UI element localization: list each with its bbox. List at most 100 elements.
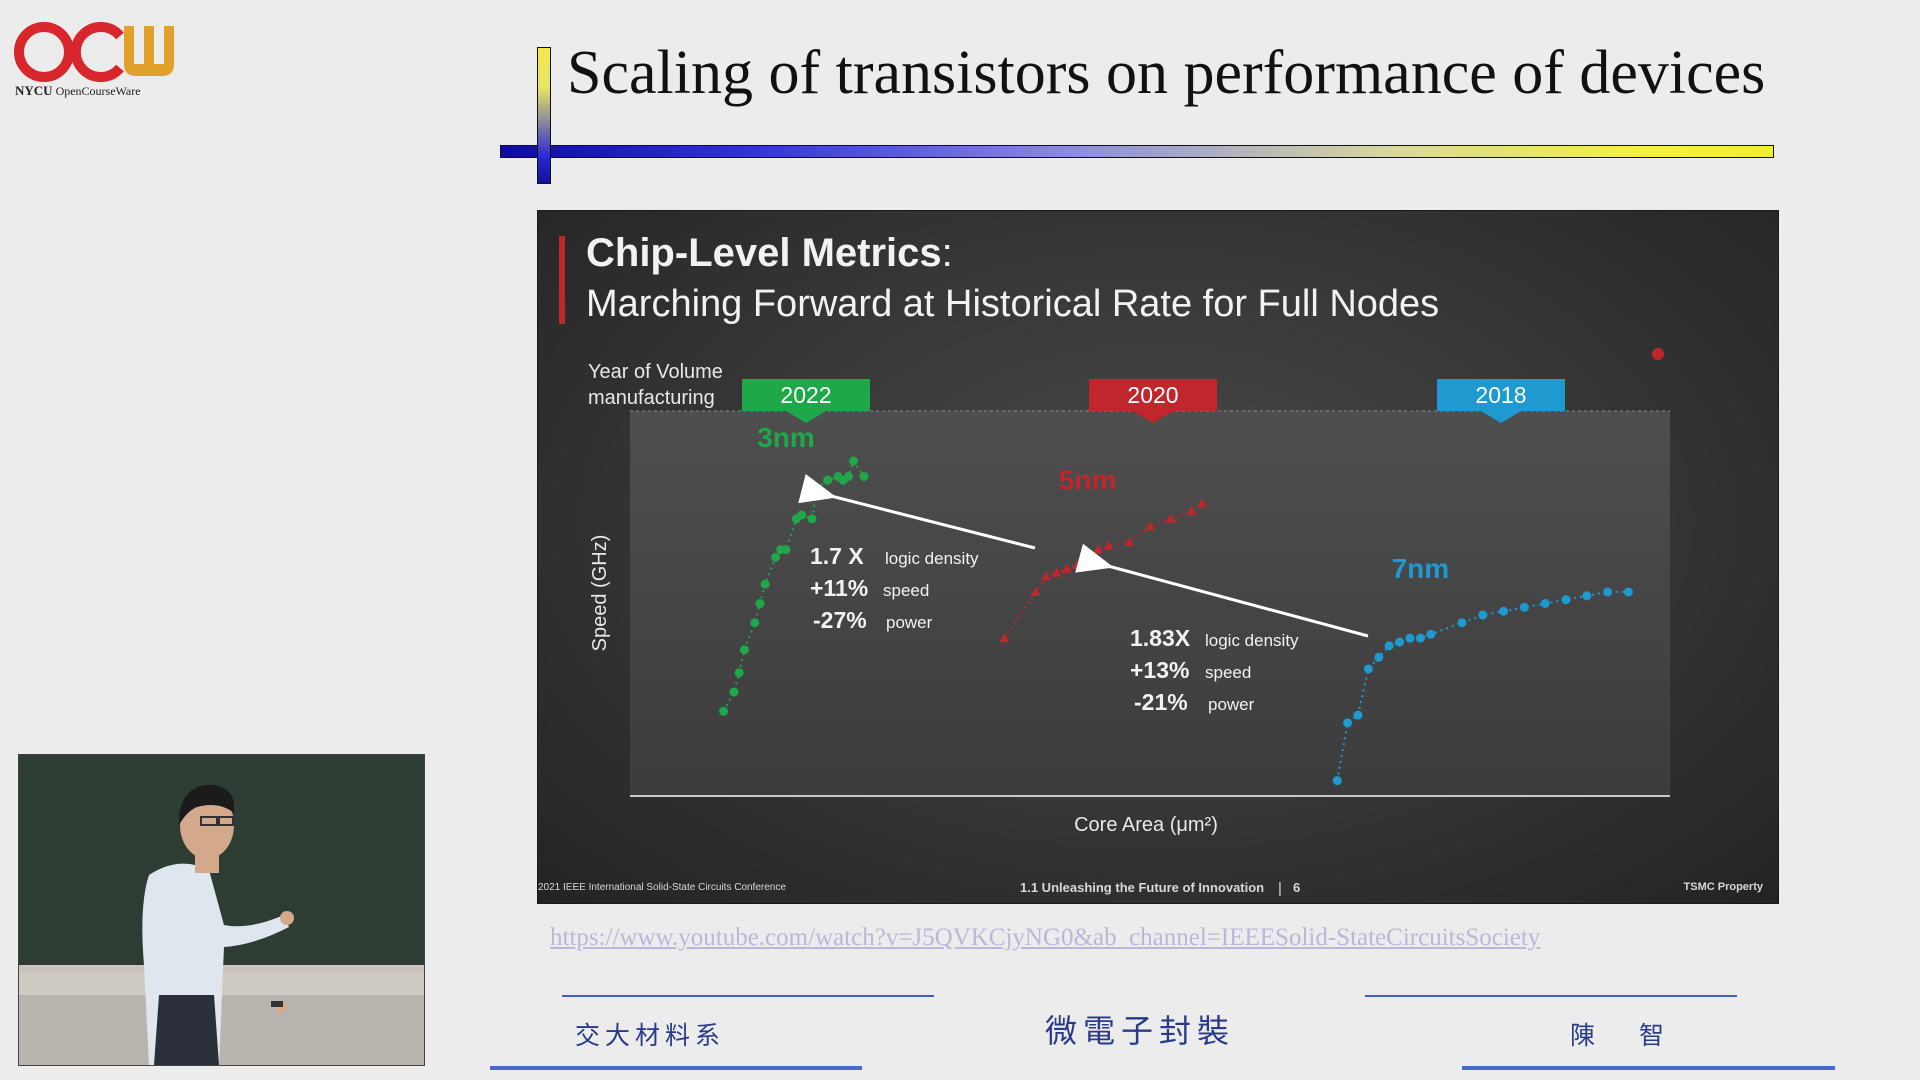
x-axis-label: Core Area (μm²): [1074, 814, 1218, 836]
title-accent-bar: [537, 47, 551, 184]
annot1-speed: +11%: [810, 575, 868, 601]
arrow-3nm-vs-5nm: [798, 474, 1036, 550]
year-tag-2022: 2022: [742, 379, 870, 423]
presenter-video[interactable]: [18, 754, 425, 1066]
annot1-power-label: power: [886, 613, 933, 632]
series-label-7nm: 7nm: [1392, 553, 1450, 584]
embedded-subtitle: Marching Forward at Historical Rate for …: [586, 283, 1440, 325]
series-label-3nm: 3nm: [757, 422, 815, 453]
title-underline-bar: [500, 145, 1774, 158]
data-point-7nm: [1395, 637, 1405, 647]
data-point-7nm: [1426, 629, 1436, 639]
data-point-7nm: [1478, 610, 1488, 620]
data-point-3nm: [849, 456, 859, 466]
data-point-7nm: [1561, 595, 1571, 605]
annot2-power-label: power: [1208, 695, 1255, 714]
year-tag-label: 2020: [1127, 382, 1178, 408]
data-point-7nm: [1343, 718, 1353, 728]
scatter-chart: Core Area (μm²) Speed (GHz) 2022 2020 2018…: [589, 348, 1670, 836]
data-point-7nm: [1384, 641, 1394, 651]
embedded-footer-left: 2021 IEEE International Solid-State Circ…: [538, 882, 786, 893]
annot2-ratio: 1.83X: [1130, 625, 1191, 651]
footer-line-left-bottom: [490, 1066, 862, 1070]
data-point-5nm: [1051, 567, 1062, 577]
data-point-7nm: [1353, 710, 1363, 720]
annotation-5nm: 1.83X logic density +13% speed -21% powe…: [1130, 625, 1299, 715]
series-7nm: [1332, 587, 1633, 786]
year-tag-shape: [742, 379, 870, 423]
slide-title: Scaling of transistors on performance of…: [567, 39, 1766, 107]
presenter-image: [19, 755, 424, 1065]
data-point-7nm: [1623, 587, 1633, 597]
data-point-7nm: [1405, 633, 1415, 643]
data-point-5nm: [1197, 498, 1207, 508]
plot-area: [630, 411, 1670, 796]
footer-course-name: 微電子封裝: [1045, 1012, 1236, 1050]
data-point-3nm: [781, 545, 791, 555]
annot2-power: -21%: [1134, 689, 1188, 715]
data-point-5nm: [1041, 571, 1051, 581]
annot1-speed-label: speed: [883, 581, 929, 600]
data-point-3nm: [812, 483, 822, 493]
annot2-speed: +13%: [1130, 657, 1189, 683]
embedded-title-colon: :: [941, 231, 953, 275]
ocw-logo: [12, 18, 182, 102]
footer-department: 交大材料系: [575, 1021, 726, 1050]
logo-caption: NYCU OpenCourseWare: [15, 83, 141, 99]
data-point-7nm: [1374, 652, 1384, 662]
embedded-footer-mid: 1.1 Unleashing the Future of Innovation: [1020, 880, 1265, 895]
data-point-7nm: [1332, 776, 1342, 786]
embedded-footer-right: TSMC Property: [1683, 881, 1763, 893]
source-url-link[interactable]: https://www.youtube.com/watch?v=J5QVKCjy…: [550, 924, 1541, 951]
y-axis-label: Speed (GHz): [589, 535, 611, 652]
data-point-5nm: [1165, 513, 1176, 523]
data-point-5nm: [1030, 586, 1041, 596]
data-point-7nm: [1415, 633, 1425, 643]
embedded-title-bold: Chip-Level Metrics: [586, 231, 942, 275]
data-point-5nm: [999, 633, 1010, 643]
embedded-accent-bar: [559, 236, 565, 324]
data-point-7nm: [1582, 591, 1592, 601]
data-point-7nm: [1603, 587, 1613, 597]
logo-sub: OpenCourseWare: [55, 84, 141, 98]
data-point-7nm: [1540, 599, 1550, 608]
embedded-slide: Chip-Level Metrics: Marching Forward at …: [537, 210, 1779, 904]
data-point-3nm: [719, 706, 729, 716]
annotation-3nm: 1.7 X logic density +11% speed -27% powe…: [810, 543, 979, 633]
annot2-ratio-label: logic density: [1205, 631, 1299, 650]
red-dot-marker: [1652, 348, 1664, 360]
year-tag-2020: 2020: [1089, 379, 1217, 423]
annot2-speed-label: speed: [1205, 663, 1251, 682]
data-point-3nm: [823, 475, 833, 485]
data-point-3nm: [771, 552, 781, 562]
footer-line-right-bottom: [1462, 1066, 1835, 1070]
embedded-footer-separator: |: [1278, 880, 1282, 897]
year-tag-label: 2022: [780, 382, 831, 408]
data-point-3nm: [760, 579, 770, 589]
annot1-power: -27%: [813, 607, 867, 633]
data-point-7nm: [1499, 606, 1509, 616]
data-point-3nm: [843, 471, 853, 481]
arrow-5nm-vs-7nm: [1075, 543, 1369, 638]
annot1-ratio: 1.7 X: [810, 543, 864, 569]
data-point-5nm: [1124, 536, 1135, 546]
year-tag-shape: [1437, 379, 1565, 423]
data-point-7nm: [1519, 602, 1529, 612]
data-point-3nm: [797, 510, 807, 520]
embedded-title: Chip-Level Metrics:: [586, 231, 953, 276]
data-point-7nm: [1363, 664, 1373, 674]
data-point-5nm: [1145, 521, 1155, 531]
year-tag-label: 2018: [1475, 382, 1526, 408]
footer-line-right-top: [1365, 995, 1737, 997]
data-point-3nm: [739, 645, 749, 655]
logo-org: NYCU: [15, 83, 53, 98]
year-tag-shape: [1089, 379, 1217, 423]
footer-line-left-top: [562, 995, 934, 997]
series-label-5nm: 5nm: [1059, 464, 1117, 495]
embedded-footer-page: 6: [1293, 880, 1301, 895]
data-point-3nm: [734, 668, 744, 678]
annot1-ratio-label: logic density: [885, 549, 979, 568]
year-tag-2018: 2018: [1437, 379, 1565, 423]
data-point-3nm: [859, 471, 869, 481]
data-point-3nm: [755, 599, 765, 608]
